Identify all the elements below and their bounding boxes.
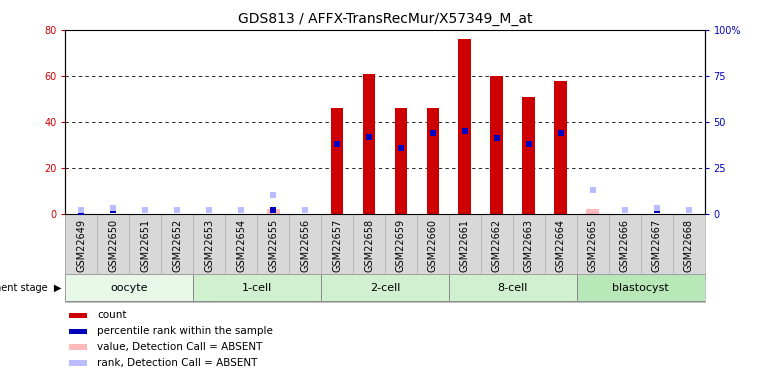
FancyBboxPatch shape — [321, 274, 449, 302]
Bar — [69, 328, 86, 334]
Text: GSM22664: GSM22664 — [556, 219, 566, 272]
Text: value, Detection Call = ABSENT: value, Detection Call = ABSENT — [97, 342, 263, 352]
Text: GSM22657: GSM22657 — [332, 219, 342, 272]
Bar — [363, 74, 376, 214]
Text: rank, Detection Call = ABSENT: rank, Detection Call = ABSENT — [97, 358, 258, 368]
Text: GSM22659: GSM22659 — [396, 219, 406, 272]
Text: GSM22649: GSM22649 — [76, 219, 86, 272]
Bar — [266, 209, 280, 214]
Text: GSM22653: GSM22653 — [204, 219, 214, 272]
Bar — [69, 313, 86, 318]
Text: GSM22668: GSM22668 — [684, 219, 694, 272]
Bar — [458, 39, 471, 214]
Title: GDS813 / AFFX-TransRecMur/X57349_M_at: GDS813 / AFFX-TransRecMur/X57349_M_at — [238, 12, 532, 26]
Text: GSM22656: GSM22656 — [300, 219, 310, 272]
Text: GSM22655: GSM22655 — [268, 219, 278, 272]
Text: percentile rank within the sample: percentile rank within the sample — [97, 326, 273, 336]
Bar — [69, 345, 86, 350]
Bar — [490, 76, 504, 214]
Text: GSM22650: GSM22650 — [109, 219, 119, 272]
Bar — [330, 108, 343, 214]
Text: 1-cell: 1-cell — [242, 283, 273, 293]
Text: GSM22661: GSM22661 — [460, 219, 470, 272]
Text: oocyte: oocyte — [111, 283, 148, 293]
Text: GSM22666: GSM22666 — [620, 219, 630, 272]
Text: GSM22660: GSM22660 — [428, 219, 438, 272]
Text: 2-cell: 2-cell — [370, 283, 400, 293]
Bar — [522, 97, 535, 214]
Bar — [427, 108, 440, 214]
Text: GSM22665: GSM22665 — [588, 219, 598, 272]
Text: GSM22658: GSM22658 — [364, 219, 374, 272]
FancyBboxPatch shape — [193, 274, 321, 302]
Text: blastocyst: blastocyst — [612, 283, 669, 293]
Bar — [69, 360, 86, 366]
Text: GSM22652: GSM22652 — [172, 219, 182, 272]
Text: GSM22651: GSM22651 — [140, 219, 150, 272]
FancyBboxPatch shape — [577, 274, 705, 302]
Text: GSM22663: GSM22663 — [524, 219, 534, 272]
Bar — [554, 81, 567, 214]
Text: 8-cell: 8-cell — [497, 283, 528, 293]
Text: GSM22667: GSM22667 — [651, 219, 661, 272]
Bar — [586, 209, 599, 214]
Text: GSM22654: GSM22654 — [236, 219, 246, 272]
FancyBboxPatch shape — [65, 274, 193, 302]
Text: development stage  ▶: development stage ▶ — [0, 283, 62, 293]
Bar — [394, 108, 407, 214]
Text: GSM22662: GSM22662 — [492, 219, 502, 272]
Text: count: count — [97, 310, 127, 321]
FancyBboxPatch shape — [449, 274, 577, 302]
